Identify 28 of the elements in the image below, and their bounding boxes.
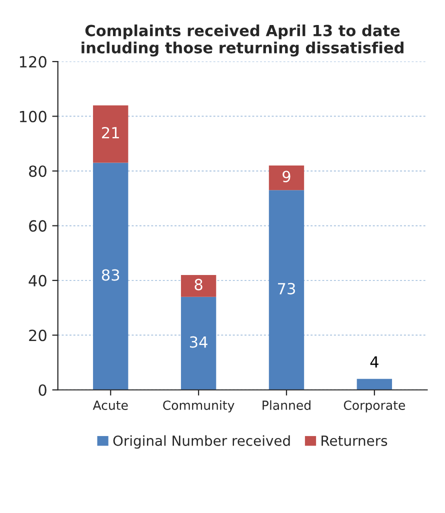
bar [268, 166, 304, 190]
y-tick-label: 40 [28, 274, 46, 286]
legend-label: Returners [322, 436, 388, 446]
bar [93, 162, 128, 390]
legend-label: Original Number received [113, 435, 290, 449]
data-label: 9 [282, 170, 290, 182]
y-tick-label: 60 [29, 220, 46, 232]
data-label: 8 [194, 278, 202, 290]
bar [180, 296, 216, 390]
y-tick-label: 0 [38, 384, 46, 396]
x-tick-label: Planned [262, 400, 310, 410]
x-tick-label: Community [163, 400, 234, 412]
data-label: 21 [102, 126, 119, 138]
data-label: 73 [278, 282, 295, 294]
data-label: 4 [370, 356, 378, 368]
data-label: 34 [190, 336, 208, 348]
bar [268, 190, 304, 390]
data-label: 83 [102, 269, 120, 281]
y-tick-label: 120 [20, 56, 46, 68]
bar [180, 274, 216, 297]
bar [356, 378, 392, 390]
y-tick-label: 20 [29, 330, 46, 342]
bar [93, 105, 128, 163]
y-tick-label: 100 [20, 110, 46, 122]
y-tick-label: 80 [29, 165, 46, 178]
chart-title: Complaints received April 13 to date including those returning dissatisfied [82, 24, 404, 57]
x-tick-label: Acute [92, 400, 128, 410]
x-tick-label: Corporate [344, 400, 406, 412]
